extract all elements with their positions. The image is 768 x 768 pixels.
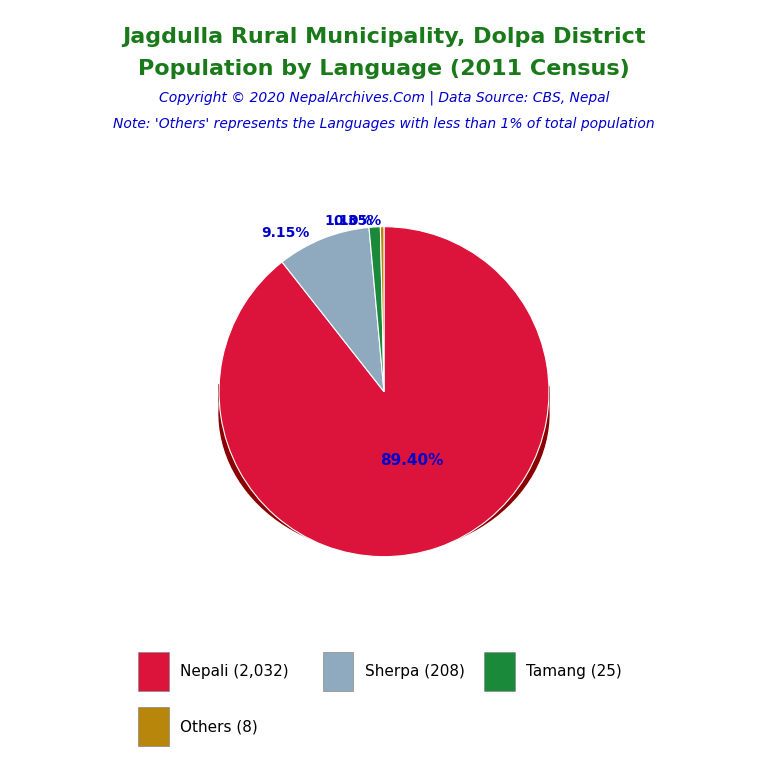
Text: Population by Language (2011 Census): Population by Language (2011 Census) [138, 59, 630, 79]
Text: 0.35%: 0.35% [333, 214, 382, 227]
Polygon shape [219, 384, 549, 553]
FancyBboxPatch shape [323, 652, 353, 690]
Text: Note: 'Others' represents the Languages with less than 1% of total population: Note: 'Others' represents the Languages … [113, 117, 655, 131]
Text: 9.15%: 9.15% [261, 226, 310, 240]
Wedge shape [219, 227, 549, 557]
Text: Nepali (2,032): Nepali (2,032) [180, 664, 289, 679]
Text: Others (8): Others (8) [180, 719, 258, 734]
Text: Sherpa (208): Sherpa (208) [365, 664, 465, 679]
Wedge shape [380, 227, 384, 392]
Wedge shape [282, 227, 384, 392]
Wedge shape [369, 227, 384, 392]
FancyBboxPatch shape [138, 652, 169, 690]
FancyBboxPatch shape [484, 652, 515, 690]
FancyBboxPatch shape [138, 707, 169, 746]
Text: Copyright © 2020 NepalArchives.Com | Data Source: CBS, Nepal: Copyright © 2020 NepalArchives.Com | Dat… [159, 91, 609, 105]
Text: 1.10%: 1.10% [324, 214, 372, 228]
Text: 89.40%: 89.40% [380, 453, 444, 468]
Text: Jagdulla Rural Municipality, Dolpa District: Jagdulla Rural Municipality, Dolpa Distr… [122, 27, 646, 47]
Text: Tamang (25): Tamang (25) [526, 664, 622, 679]
